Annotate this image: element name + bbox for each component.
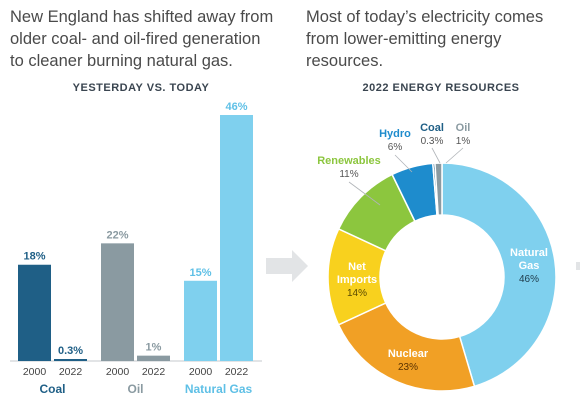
donut-slice-nuclear: [337, 301, 476, 392]
bar-group-label: Oil: [127, 382, 143, 396]
bar-coal-2022: [54, 359, 87, 361]
donut-slice-label: Hydro: [379, 128, 411, 140]
donut-slice-value: 0.3%: [421, 136, 444, 147]
donut-slice-value: 1%: [456, 136, 471, 147]
donut-slice-label: Nuclear: [388, 348, 429, 360]
donut-slice-label: Net: [348, 261, 366, 273]
donut-slice-value: 11%: [339, 169, 358, 180]
leader-line: [445, 147, 464, 164]
donut-slice-value: 23%: [398, 362, 418, 373]
bar-group-label: Natural Gas: [185, 382, 253, 396]
donut-chart-title: 2022 ENERGY RESOURCES: [362, 82, 520, 94]
bar-natural-gas-2022: [220, 115, 253, 361]
bar-year-label: 2022: [225, 366, 249, 378]
donut-slice-label: Imports: [337, 274, 377, 286]
bar-value-label: 22%: [106, 229, 128, 241]
arrow-right-icon-partial: [576, 262, 580, 270]
bar-group-label: Coal: [39, 382, 65, 396]
leader-line: [431, 147, 441, 164]
bar-value-label: 46%: [225, 101, 247, 113]
bar-value-label: 0.3%: [58, 345, 83, 357]
arrow-right-icon: [266, 250, 308, 282]
donut-slice-label: Coal: [420, 122, 444, 134]
bar-oil-2000: [101, 243, 134, 361]
leader-line: [348, 181, 381, 206]
donut-slice-label: Gas: [519, 260, 540, 272]
donut-slice-label: Renewables: [317, 155, 381, 167]
donut-slice-oil: [434, 162, 443, 216]
bar-chart-title: YESTERDAY VS. TODAY: [72, 82, 210, 94]
donut-slice-value: 46%: [519, 274, 539, 285]
bar-natural-gas-2000: [184, 280, 217, 361]
donut-slice-value: 6%: [388, 142, 403, 153]
intro-text-right: Most of today’s electricity comes from l…: [306, 8, 544, 70]
intro-text-left: New England has shifted away from older …: [10, 8, 274, 70]
bar-coal-2000: [18, 264, 51, 361]
bar-value-label: 18%: [23, 251, 45, 263]
donut-slice-natural-gas: [441, 162, 557, 388]
bar-year-label: 2000: [23, 366, 47, 378]
donut-slice-label: Natural: [510, 247, 548, 259]
donut-slice-label: Oil: [456, 122, 471, 134]
bar-value-label: 15%: [189, 267, 211, 279]
bar-value-label: 1%: [146, 342, 162, 354]
donut-slice-value: 14%: [347, 288, 367, 299]
leader-line: [394, 154, 413, 173]
bar-year-label: 2000: [189, 366, 213, 378]
bar-year-label: 2000: [106, 366, 130, 378]
bar-oil-2022: [137, 355, 170, 361]
bar-year-label: 2022: [59, 366, 83, 378]
bar-year-label: 2022: [142, 366, 166, 378]
